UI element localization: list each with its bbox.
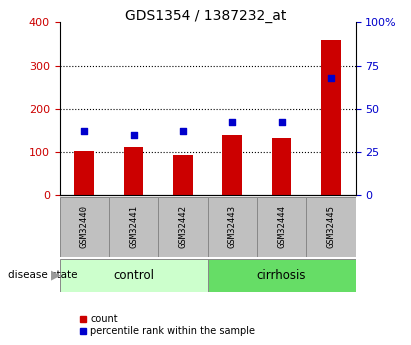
Text: disease state: disease state [8,270,78,280]
Bar [257,197,306,257]
Bar [321,40,341,195]
Text: ▶: ▶ [51,269,60,282]
Text: GSM32442: GSM32442 [178,205,187,248]
Bar [60,259,208,292]
Text: control: control [113,269,154,282]
Text: cirrhosis: cirrhosis [257,269,306,282]
Text: GSM32441: GSM32441 [129,205,138,248]
Legend: count, percentile rank within the sample: count, percentile rank within the sample [75,310,259,340]
Bar [124,148,143,195]
Bar [109,197,158,257]
Text: GSM32440: GSM32440 [80,205,89,248]
Point [81,128,88,134]
Point [180,128,186,134]
Text: GSM32443: GSM32443 [228,205,237,248]
Bar [306,197,356,257]
Text: GSM32445: GSM32445 [326,205,335,248]
Text: GDS1354 / 1387232_at: GDS1354 / 1387232_at [125,9,286,23]
Bar [208,259,356,292]
Bar [60,197,109,257]
Text: GSM32444: GSM32444 [277,205,286,248]
Point [229,120,236,125]
Bar [173,155,193,195]
Bar [158,197,208,257]
Point [278,120,285,125]
Bar [222,135,242,195]
Point [328,75,334,80]
Bar [208,197,257,257]
Bar [272,138,291,195]
Bar [74,150,94,195]
Point [130,132,137,137]
